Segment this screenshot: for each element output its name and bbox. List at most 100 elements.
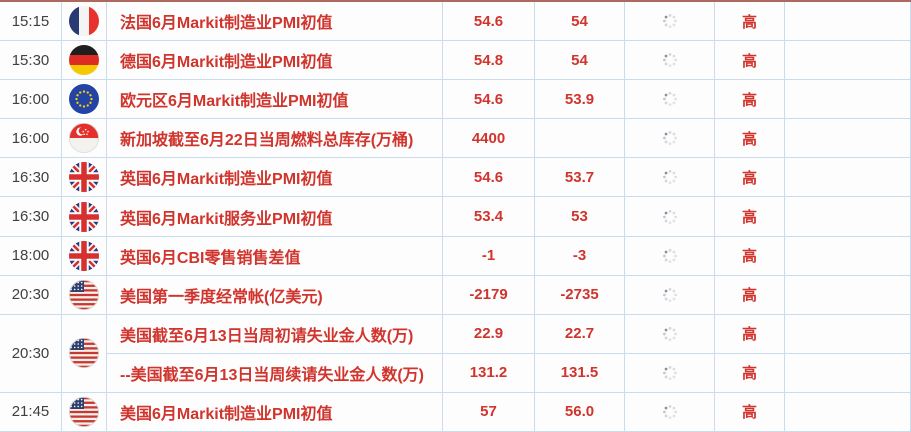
flag-icon-uk <box>69 162 99 193</box>
importance-level: 高 <box>715 236 785 275</box>
table-row[interactable]: 21:45 美国6月Markit制造业PMI初值 57 56.0 高 <box>0 392 911 432</box>
country-flag-cell <box>62 275 107 315</box>
row-content: 欧元区6月Markit制造业PMI初值 54.6 53.9 高 <box>107 80 911 120</box>
importance-level: 高 <box>715 119 785 158</box>
event-time: 16:00 <box>0 119 62 159</box>
empty-cell <box>785 314 911 353</box>
loading-spinner-icon <box>662 53 677 68</box>
table-row[interactable]: 15:30 德国6月Markit制造业PMI初值 54.8 54 高 <box>0 41 911 81</box>
loading-spinner-icon <box>662 404 677 419</box>
importance-level: 高 <box>715 275 785 314</box>
importance-level: 高 <box>715 197 785 236</box>
country-flag-cell <box>62 392 107 432</box>
empty-cell <box>785 197 911 236</box>
event-time: 20:30 <box>0 275 62 315</box>
row-content: 新加坡截至6月22日当周燃料总库存(万桶) 4400 高 <box>107 119 911 159</box>
actual-value-cell <box>625 314 715 353</box>
event-name: 法国6月Markit制造业PMI初值 <box>107 2 443 41</box>
previous-value: 57 <box>443 392 535 432</box>
event-time: 16:00 <box>0 80 62 120</box>
empty-cell <box>785 392 911 432</box>
actual-value-cell <box>625 392 715 432</box>
actual-value-cell <box>625 275 715 314</box>
row-content: 法国6月Markit制造业PMI初值 54.6 54 高 <box>107 2 911 42</box>
actual-value-cell <box>625 158 715 197</box>
loading-spinner-icon <box>662 170 677 185</box>
event-time: 20:30 <box>0 314 62 393</box>
loading-spinner-icon <box>662 287 677 302</box>
event-name: 德国6月Markit制造业PMI初值 <box>107 41 443 80</box>
empty-cell <box>785 41 911 80</box>
event-time: 16:30 <box>0 197 62 237</box>
table-subrow: 美国6月Markit制造业PMI初值 57 56.0 高 <box>107 392 911 432</box>
country-flag-cell <box>62 314 107 393</box>
flag-icon-us <box>69 279 99 310</box>
forecast-value: 131.5 <box>535 353 625 392</box>
table-row[interactable]: 18:00 英国6月CBI零售销售差值 -1 -3 高 <box>0 236 911 276</box>
empty-cell <box>785 2 911 41</box>
forecast-value: 53 <box>535 197 625 236</box>
table-subrow: 英国6月Markit服务业PMI初值 53.4 53 高 <box>107 197 911 237</box>
empty-cell <box>785 236 911 275</box>
empty-cell <box>785 158 911 197</box>
flag-icon-uk <box>69 240 99 271</box>
table-row[interactable]: 20:30 美国第一季度经常帐(亿美元) -2179 -2735 高 <box>0 275 911 315</box>
event-name: 英国6月CBI零售销售差值 <box>107 236 443 275</box>
loading-spinner-icon <box>662 14 677 29</box>
loading-spinner-icon <box>662 131 677 146</box>
table-subrow: 欧元区6月Markit制造业PMI初值 54.6 53.9 高 <box>107 80 911 120</box>
event-time: 15:15 <box>0 2 62 42</box>
table-row[interactable]: 20:30 美国截至6月13日当周初请失业金人数(万) 22.9 22.7 高 … <box>0 314 911 393</box>
table-row[interactable]: 16:00 欧元区6月Markit制造业PMI初值 54.6 53.9 高 <box>0 80 911 120</box>
country-flag-cell <box>62 80 107 120</box>
flag-icon-uk <box>69 201 99 232</box>
previous-value: 54.6 <box>443 80 535 119</box>
event-time: 16:30 <box>0 158 62 198</box>
table-top-divider <box>0 0 911 2</box>
event-name: 新加坡截至6月22日当周燃料总库存(万桶) <box>107 119 443 158</box>
table-row[interactable]: 15:15 法国6月Markit制造业PMI初值 54.6 54 高 <box>0 2 911 42</box>
row-content: 英国6月Markit制造业PMI初值 54.6 53.7 高 <box>107 158 911 198</box>
event-name: 美国截至6月13日当周初请失业金人数(万) <box>107 314 443 353</box>
previous-value: 22.9 <box>443 314 535 353</box>
row-content: 德国6月Markit制造业PMI初值 54.8 54 高 <box>107 41 911 81</box>
table-row[interactable]: 16:00 新加坡截至6月22日当周燃料总库存(万桶) 4400 高 <box>0 119 911 159</box>
loading-spinner-icon <box>662 248 677 263</box>
previous-value: 54.6 <box>443 2 535 41</box>
table-subrow: 美国第一季度经常帐(亿美元) -2179 -2735 高 <box>107 275 911 315</box>
table-row[interactable]: 16:30 英国6月Markit服务业PMI初值 53.4 53 高 <box>0 197 911 237</box>
forecast-value <box>535 119 625 158</box>
previous-value: 54.8 <box>443 41 535 80</box>
forecast-value: 22.7 <box>535 314 625 353</box>
importance-level: 高 <box>715 314 785 353</box>
forecast-value: 53.9 <box>535 80 625 119</box>
event-name: 欧元区6月Markit制造业PMI初值 <box>107 80 443 119</box>
event-name: 英国6月Markit服务业PMI初值 <box>107 197 443 236</box>
actual-value-cell <box>625 236 715 275</box>
country-flag-cell <box>62 236 107 276</box>
country-flag-cell <box>62 2 107 42</box>
importance-level: 高 <box>715 80 785 119</box>
importance-level: 高 <box>715 158 785 197</box>
flag-icon-singapore <box>69 123 99 154</box>
actual-value-cell <box>625 80 715 119</box>
table-subrow: 新加坡截至6月22日当周燃料总库存(万桶) 4400 高 <box>107 119 911 159</box>
table-row[interactable]: 16:30 英国6月Markit制造业PMI初值 54.6 53.7 高 <box>0 158 911 198</box>
loading-spinner-icon <box>662 92 677 107</box>
actual-value-cell <box>625 197 715 236</box>
event-time: 18:00 <box>0 236 62 276</box>
previous-value: -1 <box>443 236 535 275</box>
event-time: 21:45 <box>0 392 62 432</box>
forecast-value: 56.0 <box>535 392 625 432</box>
forecast-value: 54 <box>535 41 625 80</box>
empty-cell <box>785 119 911 158</box>
country-flag-cell <box>62 197 107 237</box>
country-flag-cell <box>62 119 107 159</box>
event-name: 美国第一季度经常帐(亿美元) <box>107 275 443 314</box>
loading-spinner-icon <box>662 209 677 224</box>
previous-value: 4400 <box>443 119 535 158</box>
flag-icon-france <box>69 6 99 37</box>
table-subrow: 法国6月Markit制造业PMI初值 54.6 54 高 <box>107 2 911 42</box>
event-time: 15:30 <box>0 41 62 81</box>
